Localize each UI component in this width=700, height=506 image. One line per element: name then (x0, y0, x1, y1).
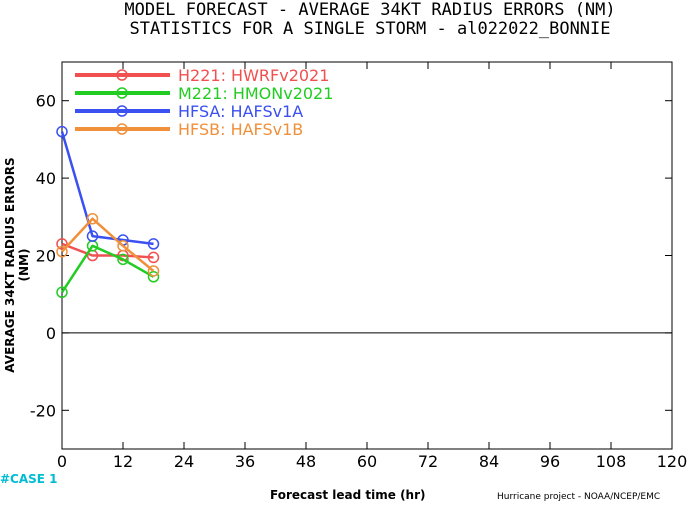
y-axis-label: AVERAGE 34KT RADIUS ERRORS (NM) (3, 157, 31, 373)
series-line (61, 242, 154, 259)
data-point-marker (147, 238, 160, 250)
x-axis-label: Forecast lead time (hr) (270, 488, 426, 502)
x-tick-label: 96 (540, 452, 560, 471)
data-point-marker (56, 125, 68, 138)
y-tick-label: 60 (36, 92, 56, 111)
data-point-marker (147, 251, 160, 264)
data-point-marker (56, 245, 68, 258)
data-point-marker (117, 253, 129, 266)
plot-area (61, 61, 673, 450)
data-point-marker (56, 286, 68, 299)
legend-label: HFSA: HAFSv1A (178, 102, 303, 121)
x-tick-label: 36 (235, 452, 255, 471)
series-line (60, 244, 155, 293)
series-line (60, 131, 154, 246)
legend-marker (116, 87, 128, 99)
x-tick-label: 120 (657, 452, 688, 471)
y-tick-label: -20 (30, 401, 56, 420)
x-tick-label: 72 (418, 452, 438, 471)
x-tick-label: 0 (57, 452, 67, 471)
chart-subtitle: STATISTICS FOR A SINGLE STORM - al022022… (129, 19, 611, 39)
y-tick-label: 0 (46, 324, 56, 343)
legend-marker (116, 105, 128, 117)
x-tick-label: 84 (479, 452, 499, 471)
legend-label: M221: HMONv2021 (178, 84, 333, 103)
series-lines (56, 125, 160, 299)
axis-ticks: 0 12 24 36 48 60 72 84 96 108 120 -20 0 20 40 60 (30, 62, 687, 471)
x-tick-label: 60 (357, 452, 377, 471)
case-count-label: #CASE 1 (0, 472, 58, 486)
x-tick-label: 24 (174, 452, 194, 471)
data-point-marker (117, 240, 129, 252)
x-tick-label: 12 (113, 452, 133, 471)
legend-label: HFSB: HAFSv1B (178, 120, 303, 139)
y-tick-label: 40 (36, 169, 56, 188)
legend-label: H221: HWRFv2021 (178, 66, 329, 85)
data-point-marker (147, 271, 160, 283)
data-point-marker (86, 230, 99, 242)
legend-marker (116, 69, 128, 81)
x-tick-label: 108 (596, 452, 627, 471)
chart-title: MODEL FORECAST - AVERAGE 34KT RADIUS ERR… (124, 0, 616, 20)
x-tick-label: 48 (296, 452, 316, 471)
legend-marker (116, 123, 128, 135)
data-point-marker (86, 212, 99, 225)
data-point-marker (147, 265, 160, 277)
credit-text: Hurricane project - NOAA/NCEP/EMC (497, 492, 661, 502)
y-tick-label: 20 (36, 247, 56, 266)
series-line (61, 217, 155, 272)
plot-frame (61, 61, 673, 450)
data-point-marker (56, 238, 68, 250)
